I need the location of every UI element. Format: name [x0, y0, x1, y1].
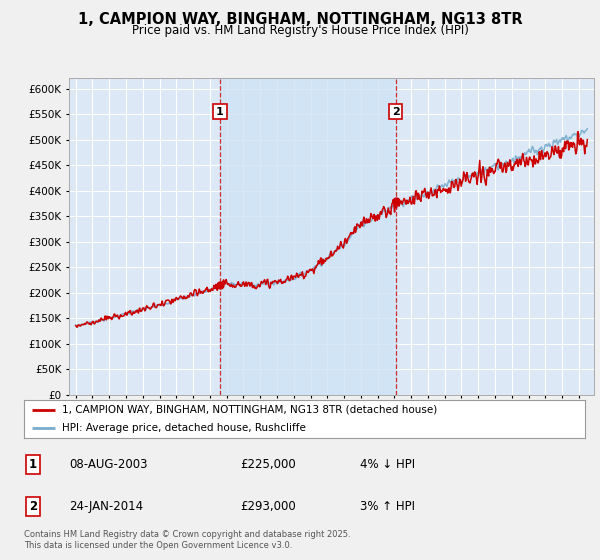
Text: 1, CAMPION WAY, BINGHAM, NOTTINGHAM, NG13 8TR: 1, CAMPION WAY, BINGHAM, NOTTINGHAM, NG1… [77, 12, 523, 27]
Text: 24-JAN-2014: 24-JAN-2014 [69, 500, 143, 513]
Text: 1, CAMPION WAY, BINGHAM, NOTTINGHAM, NG13 8TR (detached house): 1, CAMPION WAY, BINGHAM, NOTTINGHAM, NG1… [62, 405, 437, 415]
Text: 08-AUG-2003: 08-AUG-2003 [69, 458, 148, 471]
Text: 2: 2 [392, 106, 400, 116]
Text: HPI: Average price, detached house, Rushcliffe: HPI: Average price, detached house, Rush… [62, 423, 306, 433]
Text: 4% ↓ HPI: 4% ↓ HPI [360, 458, 415, 471]
Text: 3% ↑ HPI: 3% ↑ HPI [360, 500, 415, 513]
Text: 1: 1 [29, 458, 37, 471]
Text: £293,000: £293,000 [240, 500, 296, 513]
Bar [220, 78, 395, 395]
Text: Contains HM Land Registry data © Crown copyright and database right 2025.
This d: Contains HM Land Registry data © Crown c… [24, 530, 350, 550]
Text: Price paid vs. HM Land Registry's House Price Index (HPI): Price paid vs. HM Land Registry's House … [131, 24, 469, 37]
Text: 1: 1 [216, 106, 224, 116]
Text: 2: 2 [29, 500, 37, 513]
Text: £225,000: £225,000 [240, 458, 296, 471]
